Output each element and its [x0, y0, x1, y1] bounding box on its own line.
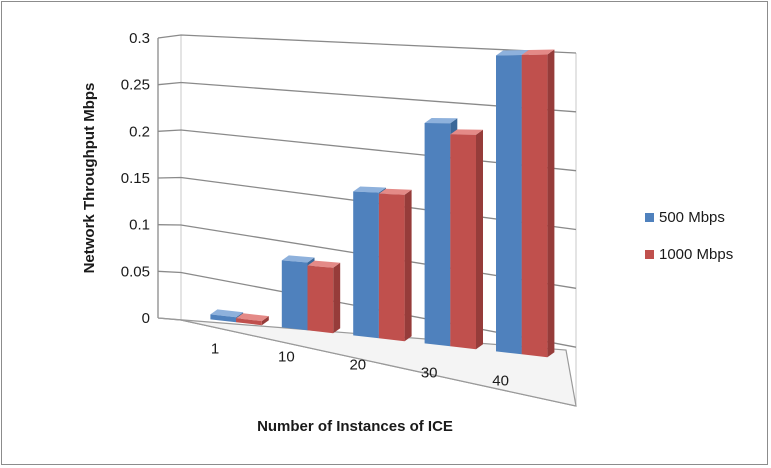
bar-top-face: [450, 129, 483, 135]
bar-1000-mbps-40: [521, 49, 555, 358]
legend: 500 Mbps 1000 Mbps: [645, 209, 733, 263]
x-axis-title: Number of Instances of ICE: [257, 418, 453, 435]
bar-top-face: [236, 313, 269, 322]
bar-1000-mbps-1: [236, 313, 269, 326]
bar-front-face: [450, 134, 476, 350]
bar-side-face: [333, 262, 341, 334]
x-tick-label: 30: [421, 364, 438, 381]
y-tick-label: 0.1: [129, 217, 150, 234]
bar-top-face: [307, 260, 341, 268]
bar-front-face: [353, 191, 379, 339]
bar-front-face: [496, 55, 522, 355]
bar-1000-mbps-30: [450, 129, 483, 350]
y-axis-title: Network Throughput Mbps: [81, 83, 98, 274]
bar-top-face: [521, 49, 555, 55]
gridline: [157, 34, 577, 54]
x-tick-label: 1: [211, 340, 219, 357]
y-axis-ticks: 0 0.05 0.1 0.15 0.2 0.25 0.3: [121, 30, 150, 327]
bar-side-face: [476, 129, 483, 350]
x-tick-label: 10: [278, 348, 295, 365]
bars: [210, 49, 555, 358]
bar-top-face: [496, 50, 529, 56]
x-tick-label: 40: [492, 372, 509, 389]
bar-front-face: [307, 265, 334, 334]
bar-1000-mbps-20: [378, 188, 412, 342]
x-axis-ticks: 1 10 20 30 40: [211, 340, 509, 389]
bar-front-face: [521, 54, 548, 358]
bar-top-face: [281, 255, 315, 263]
gridline: [157, 81, 577, 113]
bar-side-face: [404, 189, 412, 342]
bar-top-face: [210, 309, 244, 318]
legend-label-1000: 1000 Mbps: [659, 246, 733, 263]
bar-1000-mbps-10: [307, 260, 341, 334]
bar-front-face: [281, 260, 308, 331]
bar-front-face: [210, 314, 237, 323]
y-tick-label: 0.05: [121, 263, 150, 280]
y-tick-label: 0.2: [129, 123, 150, 140]
y-tick-label: 0: [142, 310, 150, 327]
y-tick-label: 0.3: [129, 30, 150, 47]
x-tick-label: 20: [349, 356, 366, 373]
legend-swatch-1000: [645, 250, 654, 259]
bar-front-face: [378, 193, 405, 342]
bar-front-face: [236, 318, 262, 326]
bar-side-face: [261, 316, 269, 326]
bar-top-face: [353, 186, 386, 193]
legend-swatch-500: [645, 213, 654, 222]
bar-side-face: [547, 49, 555, 358]
legend-label-500: 500 Mbps: [659, 209, 725, 226]
bar-top-face: [378, 188, 412, 195]
bar-top-face: [424, 118, 458, 124]
y-tick-label: 0.15: [121, 170, 150, 187]
bar-front-face: [424, 123, 451, 347]
y-tick-label: 0.25: [121, 77, 150, 94]
